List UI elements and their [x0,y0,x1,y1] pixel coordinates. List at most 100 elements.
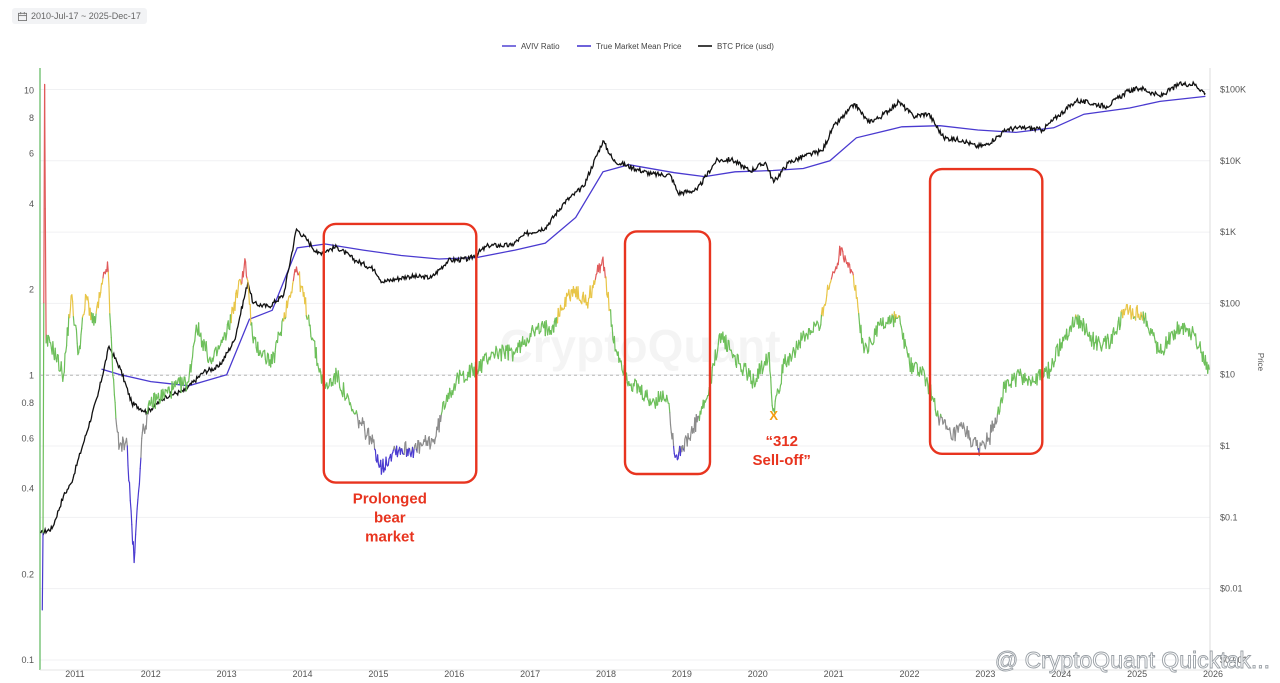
aviv-ratio-segment [1090,339,1094,347]
aviv-ratio-segment [100,282,103,294]
aviv-ratio-segment [315,347,318,366]
aviv-ratio-segment [540,323,543,332]
aviv-ratio-segment [819,324,822,329]
aviv-ratio-segment [292,274,295,282]
aviv-ratio-segment [984,442,987,450]
aviv-ratio-segment [934,408,937,416]
aviv-ratio-segment [454,384,457,391]
aviv-ratio-segment [1116,328,1119,335]
legend-label: True Market Mean Price [596,42,682,51]
aviv-ratio-segment [1123,308,1126,316]
aviv-ratio-segment [138,483,140,492]
aviv-ratio-segment [546,329,550,336]
aviv-ratio-segment [112,379,116,396]
aviv-ratio-segment [761,369,764,375]
aviv-ratio-segment [125,437,128,447]
aviv-ratio-segment [1202,351,1205,364]
aviv-ratio-segment [774,395,777,402]
aviv-ratio-segment [1106,333,1109,339]
aviv-ratio-segment [1015,374,1018,388]
aviv-ratio-segment [134,534,137,554]
aviv-ratio-segment [216,351,219,357]
aviv-ratio-segment [1082,318,1085,324]
aviv-ratio-segment [72,316,75,326]
aviv-ratio-segment [1107,337,1110,350]
aviv-ratio-segment [672,432,675,448]
x-tick-label: 2011 [65,669,84,679]
aviv-ratio-segment [858,313,861,324]
right-tick-label: $10 [1220,370,1235,380]
aviv-ratio-segment [118,444,121,450]
aviv-ratio-segment [957,425,960,433]
aviv-ratio-segment [581,295,584,305]
aviv-ratio-segment [726,339,729,352]
aviv-ratio-segment [441,402,444,412]
date-range-picker[interactable]: 2010-Jul-17 ~ 2025-Dec-17 [12,8,147,24]
aviv-ratio-segment [127,465,130,482]
aviv-ratio-segment [768,352,771,372]
aviv-ratio-segment [195,324,198,332]
aviv-ratio-segment [140,437,143,459]
aviv-ratio-segment [677,451,680,460]
aviv-ratio-segment [1036,374,1039,386]
aviv-ratio-segment [867,336,870,352]
left-tick-label: 4 [29,199,34,209]
aviv-ratio-segment [248,290,250,305]
aviv-ratio-segment [81,316,84,329]
x-tick-label: 2018 [596,669,616,679]
aviv-ratio-segment [209,356,212,362]
aviv-ratio-segment [194,332,197,342]
aviv-ratio-segment [1073,320,1076,328]
legend-label: AVIV Ratio [521,42,560,51]
aviv-ratio-segment [912,365,915,373]
aviv-ratio-segment [852,274,855,287]
aviv-ratio-segment [107,271,110,288]
aviv-ratio-segment [137,490,140,501]
aviv-ratio-segment [831,271,834,277]
aviv-ratio-segment [630,383,633,392]
aviv-ratio-segment [503,349,505,355]
left-tick-label: 10 [24,86,34,96]
aviv-ratio-segment [469,365,472,378]
aviv-ratio-segment [157,392,160,402]
aviv-ratio-segment [508,344,511,351]
aviv-ratio-segment [1131,308,1135,319]
aviv-ratio-segment [79,333,82,350]
aviv-ratio-segment [734,355,737,365]
aviv-ratio-segment [1056,343,1059,357]
aviv-ratio-segment [56,354,59,363]
aviv-ratio-segment [83,309,86,315]
right-tick-label: $0.1 [1220,512,1238,522]
aviv-ratio-segment [577,286,580,299]
aviv-ratio-segment [374,449,377,461]
aviv-ratio-segment [147,403,150,412]
aviv-ratio-segment [962,422,965,429]
aviv-ratio-segment [43,83,46,210]
aviv-ratio-segment [399,448,402,455]
aviv-ratio-segment [1054,346,1057,362]
left-tick-label: 6 [29,149,34,159]
aviv-ratio-segment [449,387,452,394]
aviv-ratio-segment [779,384,782,392]
aviv-ratio-segment [176,378,179,385]
aviv-ratio-segment [230,306,233,324]
aviv-ratio-segment [744,362,748,372]
aviv-ratio-segment [113,394,116,404]
aviv-ratio-segment [785,360,789,368]
aviv-ratio-segment [48,336,51,344]
aviv-ratio-segment [349,402,352,408]
aviv-ratio-segment [524,339,527,347]
x-tick-label: 2013 [217,669,237,679]
aviv-ratio-segment [126,445,129,467]
annotation-box-2018-bear [623,230,712,476]
aviv-ratio-segment [299,285,302,293]
left-tick-label: 0.1 [21,655,34,665]
aviv-ratio-segment [1005,380,1008,393]
aviv-ratio-segment [49,342,53,349]
aviv-ratio-segment [582,291,585,303]
aviv-ratio-segment [955,424,958,432]
aviv-ratio-segment [641,384,644,400]
aviv-ratio-segment [620,360,623,371]
aviv-ratio-segment [842,251,845,260]
aviv-ratio-segment [534,329,537,337]
